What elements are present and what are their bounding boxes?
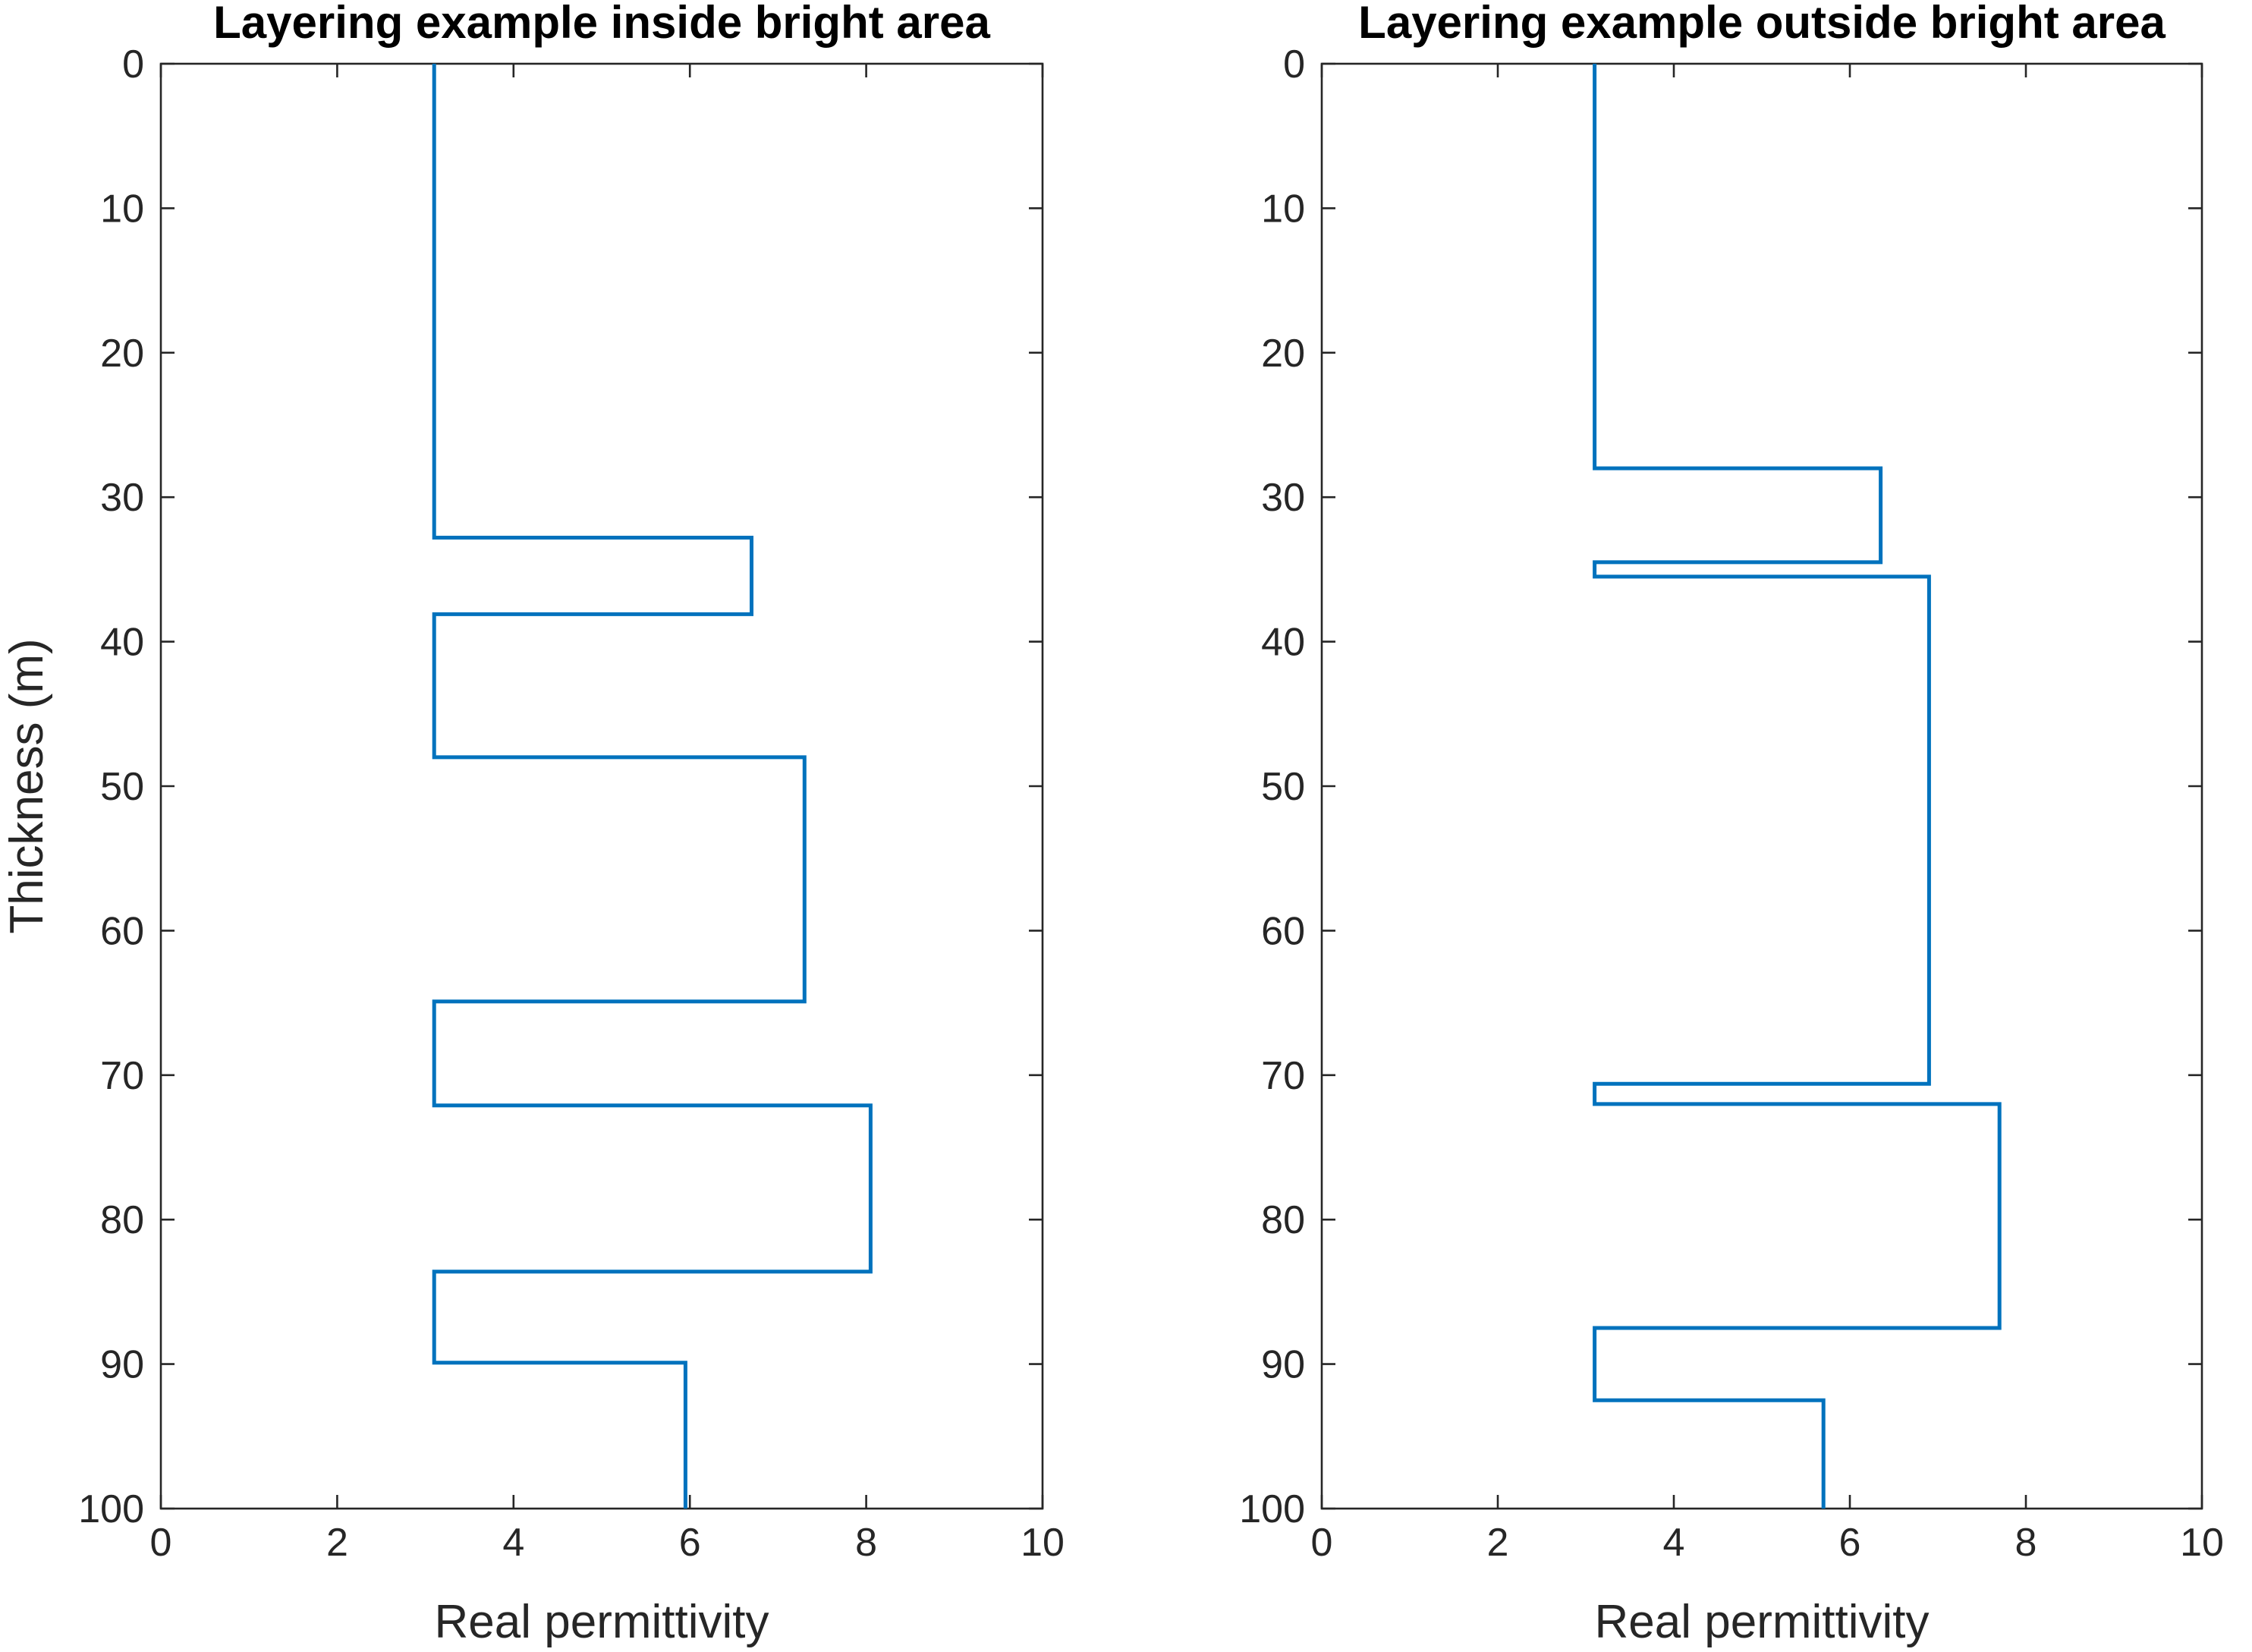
- y-axis: 0 10 20 30 40 50 60 70 80 90 100: [78, 42, 1043, 1531]
- y-tick-label: 0: [122, 42, 144, 87]
- y-tick-label: 50: [100, 765, 144, 809]
- x-tick-label: 8: [2015, 1521, 2037, 1565]
- y-tick-label: 10: [1261, 187, 1305, 231]
- y-axis: 0 10 20 30 40 50 60 70 80 90 100: [1239, 42, 2202, 1531]
- y-tick-label: 40: [100, 621, 144, 665]
- y-tick-label: 90: [100, 1343, 144, 1387]
- series-group: [432, 64, 873, 1509]
- series-line: [432, 64, 873, 1509]
- x-tick-label: 2: [1487, 1521, 1509, 1565]
- x-tick-label: 6: [679, 1521, 701, 1565]
- x-axis: 0 2 4 6 8 10: [150, 64, 1065, 1565]
- chart-panel-outside: Layering example outside bright area 0 2 4…: [1239, 0, 2224, 1648]
- x-tick-label: 0: [1311, 1521, 1333, 1565]
- y-tick-label: 80: [1261, 1198, 1305, 1242]
- y-tick-label: 30: [1261, 476, 1305, 520]
- x-tick-label: 10: [2180, 1521, 2224, 1565]
- x-tick-label: 10: [1021, 1521, 1065, 1565]
- y-tick-label: 90: [1261, 1343, 1305, 1387]
- x-tick-label: 2: [326, 1521, 348, 1565]
- x-tick-label: 4: [1663, 1521, 1685, 1565]
- x-tick-label: 0: [150, 1521, 172, 1565]
- y-tick-label: 20: [1261, 332, 1305, 376]
- chart-title: Layering example inside bright area: [213, 0, 990, 48]
- y-tick-label: 100: [1239, 1487, 1305, 1531]
- x-tick-label: 4: [502, 1521, 524, 1565]
- x-axis-label: Real permittivity: [435, 1596, 769, 1648]
- y-tick-label: 50: [1261, 765, 1305, 809]
- x-tick-label: 6: [1839, 1521, 1861, 1565]
- x-tick-label: 8: [855, 1521, 877, 1565]
- y-tick-label: 40: [1261, 621, 1305, 665]
- plot-area: [1320, 62, 2203, 1510]
- y-tick-label: 60: [1261, 909, 1305, 953]
- y-tick-label: 30: [100, 476, 144, 520]
- y-tick-label: 80: [100, 1198, 144, 1242]
- chart-title: Layering example outside bright area: [1358, 0, 2166, 48]
- y-tick-label: 60: [100, 909, 144, 953]
- y-tick-label: 20: [100, 332, 144, 376]
- y-tick-label: 70: [1261, 1054, 1305, 1098]
- y-tick-label: 100: [78, 1487, 144, 1531]
- series-group: [1593, 64, 2002, 1509]
- y-tick-label: 10: [100, 187, 144, 231]
- y-tick-label: 0: [1283, 42, 1305, 87]
- y-tick-label: 70: [100, 1054, 144, 1098]
- x-axis-label: Real permittivity: [1595, 1596, 1930, 1648]
- series-line: [1593, 64, 2002, 1509]
- y-axis-label: Thickness (m): [1, 638, 53, 933]
- chart-panel-inside: Layering example inside bright area 0 2 4 6…: [1, 0, 1065, 1648]
- x-axis: 0 2 4 6 8 10: [1311, 64, 2224, 1565]
- plot-area: [159, 62, 1044, 1510]
